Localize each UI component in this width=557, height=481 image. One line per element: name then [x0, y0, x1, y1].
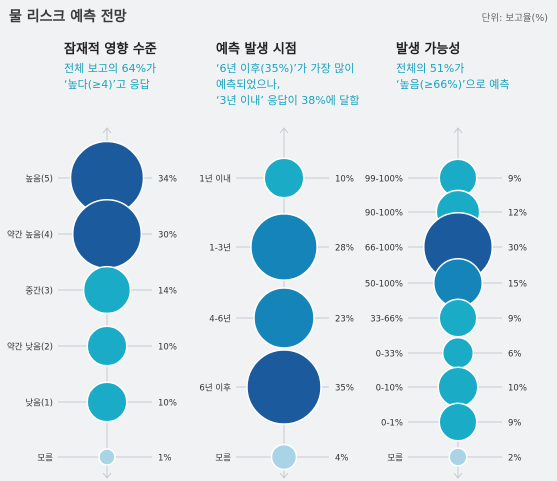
category-label: 모름 — [215, 454, 231, 464]
bubble — [82, 265, 132, 315]
category-label: 6년 이후 — [199, 383, 231, 394]
value-label: 28% — [335, 244, 354, 254]
value-label: 6% — [508, 350, 522, 360]
bubble — [86, 381, 128, 423]
subtitle-line: 전체 보고의 64%가 — [64, 62, 157, 75]
panel-title-impact: 잠재적 영향 수준 — [64, 42, 157, 57]
panel-title-timing: 예측 발생 시점 — [216, 42, 297, 57]
value-label: 12% — [508, 209, 527, 219]
bubble — [263, 157, 305, 199]
bubble — [437, 366, 479, 408]
arrow-down-icon — [279, 472, 289, 479]
value-label: 10% — [335, 175, 354, 185]
value-label: 34% — [158, 175, 177, 185]
bubble — [250, 213, 318, 281]
arrow-down-icon — [102, 472, 112, 479]
value-label: 10% — [508, 384, 527, 394]
value-label: 2% — [508, 454, 522, 464]
bubble — [246, 349, 322, 425]
category-label: 0-1% — [381, 419, 403, 429]
value-label: 14% — [158, 287, 177, 297]
bubble — [438, 402, 478, 442]
bubble — [98, 448, 116, 466]
value-label: 15% — [508, 280, 527, 290]
value-label: 9% — [508, 315, 522, 325]
value-label: 10% — [158, 343, 177, 353]
category-label: 0-10% — [376, 384, 403, 394]
category-label: 모름 — [37, 454, 53, 464]
bubble — [71, 198, 143, 270]
category-label: 높음(5) — [25, 175, 53, 185]
category-label: 1년 이내 — [199, 174, 231, 185]
category-label: 중간(3) — [25, 286, 53, 297]
value-label: 30% — [158, 231, 177, 241]
bubble — [448, 447, 468, 467]
category-label: 33-66% — [370, 315, 403, 325]
chart-title: 물 리스크 예측 전망 — [9, 9, 127, 25]
category-label: 모름 — [387, 454, 403, 464]
bubble — [86, 325, 128, 367]
bubble — [441, 336, 475, 370]
value-label: 9% — [508, 175, 522, 185]
bubble — [270, 443, 298, 471]
value-label: 30% — [508, 244, 527, 254]
panel-subtitle-impact: 전체 보고의 64%가 ‘높다(≥4)’고 응답 — [64, 61, 156, 93]
arrow-up-icon — [453, 127, 463, 134]
unit-label: 단위: 보고율(%) — [481, 13, 548, 24]
subtitle-line: ‘6년 이후(35%)’가 가장 많이 — [216, 62, 355, 75]
category-label: 낮음(1) — [25, 398, 53, 409]
category-label: 1-3년 — [209, 243, 231, 254]
value-label: 1% — [158, 454, 172, 464]
category-label: 4-6년 — [209, 314, 231, 325]
value-label: 9% — [508, 419, 522, 429]
category-label: 약간 높음(4) — [7, 230, 53, 241]
arrow-down-icon — [453, 472, 463, 479]
category-label: 90-100% — [365, 209, 403, 219]
category-label: 50-100% — [365, 280, 403, 290]
bubble — [253, 287, 315, 349]
value-label: 23% — [335, 315, 354, 325]
subtitle-line: ‘높다(≥4)’고 응답 — [64, 78, 150, 91]
subtitle-line: ‘높음(≥66%)’으로 예측 — [396, 78, 510, 91]
arrow-up-icon — [279, 127, 289, 134]
subtitle-line: 전체의 51%가 — [396, 62, 465, 75]
category-label: 약간 낮음(2) — [7, 342, 53, 353]
category-label: 66-100% — [365, 244, 403, 254]
category-label: 99-100% — [365, 175, 403, 185]
panel-subtitle-timing: ‘6년 이후(35%)’가 가장 많이 예측되었으나, ‘3년 이내’ 응답이 … — [216, 61, 360, 109]
subtitle-line: ‘3년 이내’ 응답이 38%에 달함 — [216, 94, 360, 107]
category-label: 0-33% — [376, 350, 403, 360]
value-label: 35% — [335, 384, 354, 394]
subtitle-line: 예측되었으나, — [216, 78, 281, 91]
bubble — [438, 298, 478, 338]
panel-title-likelihood: 발생 가능성 — [396, 42, 461, 57]
panel-subtitle-likelihood: 전체의 51%가 ‘높음(≥66%)’으로 예측 — [396, 61, 509, 93]
value-label: 4% — [335, 454, 349, 464]
arrow-up-icon — [102, 127, 112, 134]
value-label: 10% — [158, 399, 177, 409]
